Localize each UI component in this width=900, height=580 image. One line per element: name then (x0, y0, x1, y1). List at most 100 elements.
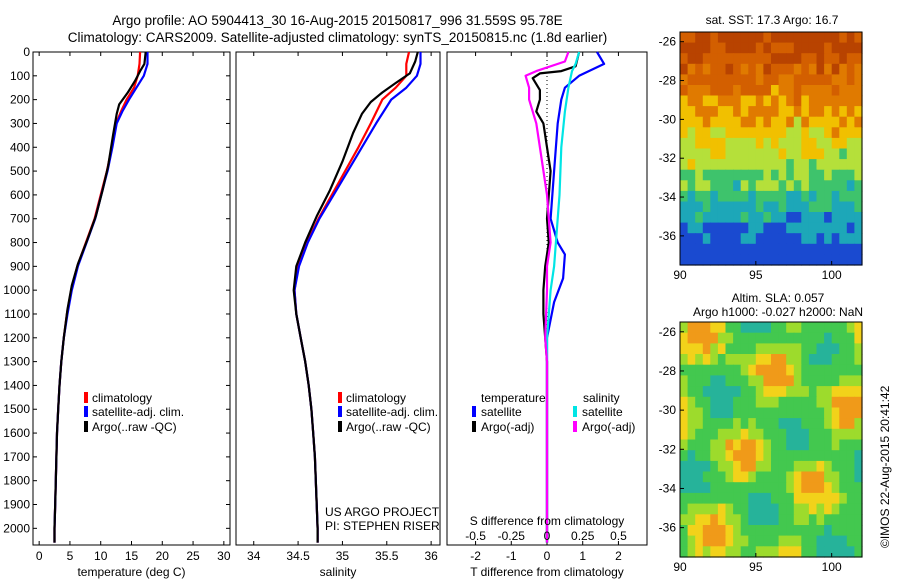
sla_map-cell (839, 375, 848, 387)
sst_map-cell (839, 212, 848, 224)
sla_map-cell (740, 396, 749, 409)
sst_map-cell (680, 180, 689, 192)
sst_map-cell (801, 32, 810, 44)
sla_map-cell (771, 439, 780, 451)
sst_map-cell (816, 85, 825, 97)
sla_map-cell (771, 386, 780, 398)
sst_map-cell (740, 106, 749, 118)
sst_map-cell (846, 85, 855, 97)
sst_map-cell (839, 180, 848, 192)
sst_map-cell (839, 243, 848, 255)
sst_map-cell (748, 233, 757, 245)
sla_map-cell (793, 396, 802, 409)
sla_map-cell (839, 492, 848, 505)
sla_map-cell (839, 439, 848, 451)
sla_map-cell (778, 439, 787, 451)
sla_map-cell (680, 407, 689, 419)
sst_map-cell (725, 169, 734, 181)
sst_map-cell (808, 85, 818, 97)
sst_map-cell (748, 63, 757, 75)
sla_map-cell (778, 492, 787, 505)
sst_map-cell (808, 243, 818, 255)
sla_map-cell (740, 439, 749, 451)
sla_map-cell (846, 354, 855, 366)
sst_map-cell (816, 180, 825, 192)
sst_map-cell (846, 201, 855, 213)
sla_map-cell (733, 418, 742, 430)
sst_map-cell (702, 63, 711, 75)
sla_map-cell (793, 482, 802, 494)
sst_map-cell (786, 127, 795, 139)
sst_map-cell (778, 63, 787, 75)
sst_map-cell (755, 180, 764, 192)
sst_map-cell (725, 180, 734, 192)
sla_map-cell (793, 332, 802, 344)
sst_map-cell (824, 85, 833, 97)
sla_map-cell (786, 471, 795, 483)
sla_map-cell (801, 428, 810, 441)
sst_map-cell (831, 32, 840, 44)
sst_map-cell (740, 222, 749, 234)
sst_map-cell (763, 85, 772, 97)
sla_map-ytick-label: -28 (659, 364, 677, 378)
sla_map-cell (717, 407, 727, 419)
sst_map-cell (702, 201, 711, 213)
sla_map-cell (687, 386, 696, 398)
sla_map-cell (748, 428, 757, 441)
sst_map-cell (824, 180, 833, 192)
sst_map-cell (846, 74, 855, 86)
difference-s-tick-label: -0.25 (498, 529, 526, 543)
sst_map-cell (687, 42, 696, 54)
sla_map-cell (824, 364, 833, 376)
temperature-xtick-label: 15 (125, 549, 139, 563)
sla_map-cell (695, 439, 704, 451)
salinity-xtick-label: 35 (336, 549, 350, 563)
sla_map-cell (793, 343, 802, 355)
sst_map-cell (748, 53, 757, 65)
sla_map-cell (778, 450, 787, 462)
sla_map-cell (801, 503, 810, 515)
sla_map-cell (854, 343, 863, 355)
sst_map-cell (816, 201, 825, 213)
sla_map-cell (740, 471, 749, 483)
sla_map-cell (816, 343, 825, 355)
sla_map-cell (702, 396, 711, 409)
sst_map-cell (725, 243, 734, 255)
sla_map-cell (680, 460, 689, 473)
sst_map-cell (816, 32, 825, 44)
sst_map-cell (801, 159, 810, 171)
sst_map-cell (710, 190, 719, 203)
sla_map-cell (786, 439, 795, 451)
sla_map-cell (725, 514, 734, 526)
sst_map-cell (816, 42, 825, 54)
sst_map-cell (824, 169, 833, 181)
sla_map-cell (733, 525, 742, 537)
sla_map-cell (801, 407, 810, 419)
temperature-xtick-label: 25 (186, 549, 200, 563)
sst_map-cell (717, 106, 727, 118)
temperature-xtick-label: 5 (67, 549, 74, 563)
sla_map-cell (755, 418, 764, 430)
sla_map-cell (717, 482, 727, 494)
sst_map-cell (763, 42, 772, 54)
sst_map-cell (801, 127, 810, 139)
sst_map-cell (824, 74, 833, 86)
sst_map-cell (740, 53, 749, 65)
sla_map-cell (755, 407, 764, 419)
sla_map-cell (725, 428, 734, 441)
sla_map-cell (763, 503, 772, 515)
sst_map-cell (695, 32, 704, 44)
sla_map-cell (748, 482, 757, 494)
sla_map-cell (824, 471, 833, 483)
sst_map-cell (846, 127, 855, 139)
sst_map-cell (808, 127, 818, 139)
temperature-xtick-label: 30 (217, 549, 231, 563)
sla_map-cell (725, 546, 734, 558)
sst_map-cell (725, 85, 734, 97)
sla_map-cell (725, 535, 734, 547)
sla_map-cell (702, 364, 711, 376)
sst_map-cell (680, 159, 689, 171)
sla_map-cell (680, 364, 689, 376)
sla_map-cell (763, 364, 772, 376)
sst_map-cell (771, 243, 780, 255)
